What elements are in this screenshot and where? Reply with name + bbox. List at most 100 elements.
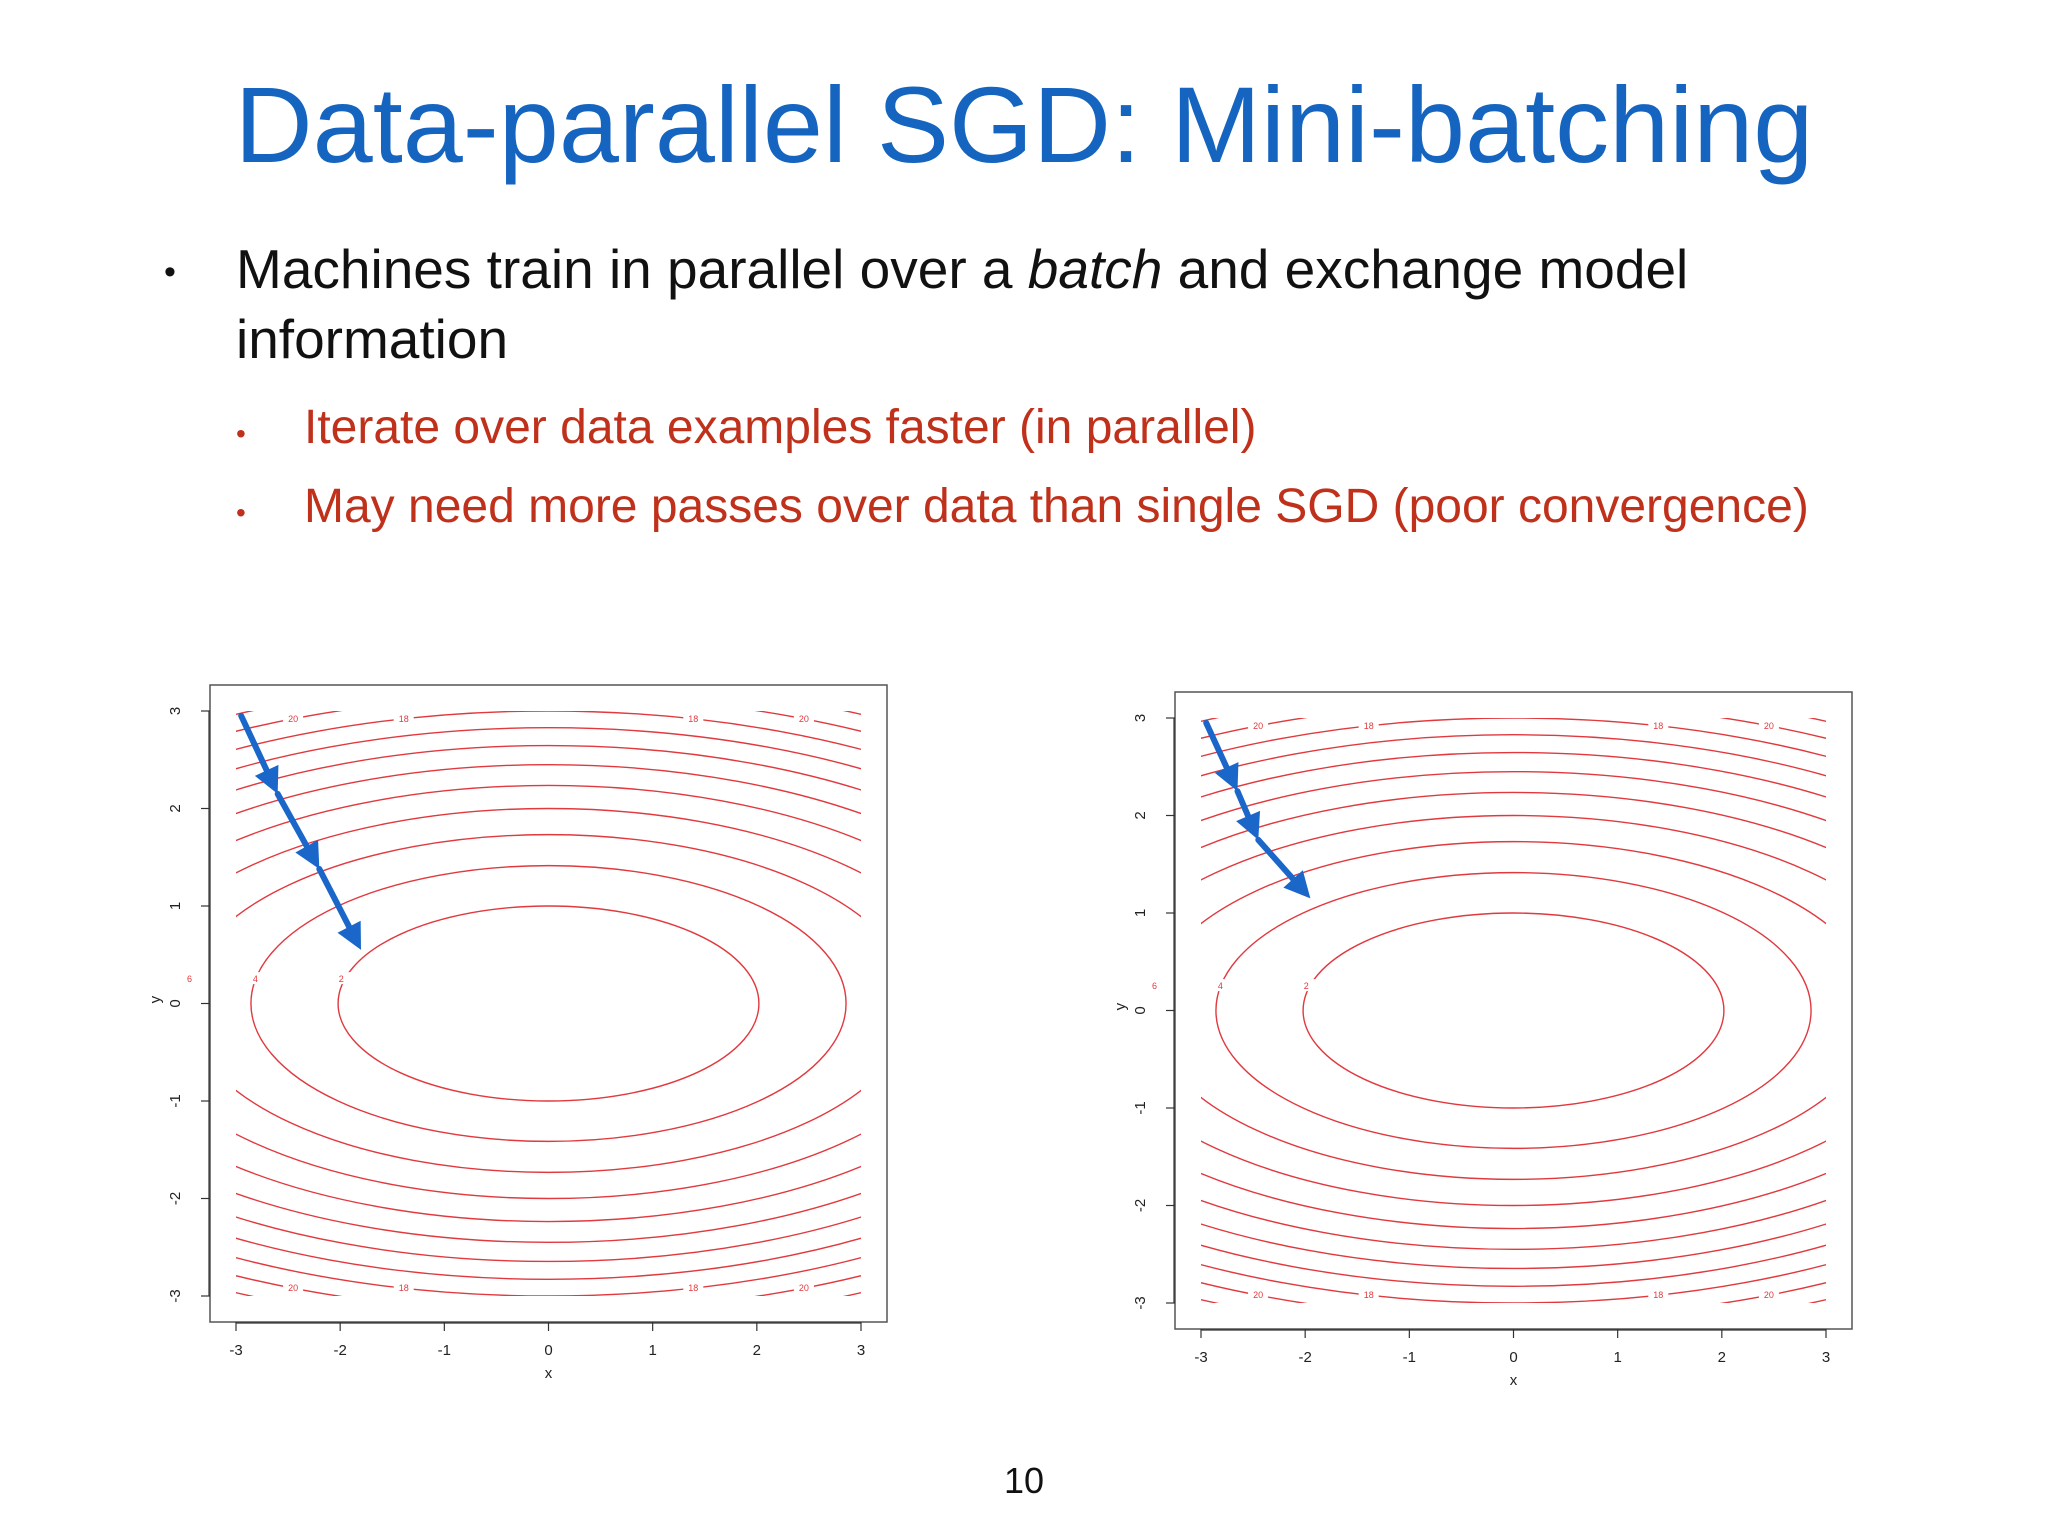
y-tick-label: -3 bbox=[1132, 1296, 1149, 1309]
contour-label: 20 bbox=[1253, 721, 1263, 731]
bullet-text-start: Machines train in parallel over a bbox=[236, 238, 1028, 300]
contour-group bbox=[140, 670, 920, 1341]
descent-step-line bbox=[1234, 788, 1252, 819]
contour-label-bg bbox=[1758, 718, 1779, 731]
x-tick-label: 2 bbox=[753, 1342, 761, 1359]
plot-frame bbox=[209, 684, 888, 1323]
contour-line bbox=[236, 833, 861, 1174]
y-tick-label: -3 bbox=[167, 1289, 184, 1302]
bullet-text-emphasis: batch bbox=[1027, 238, 1163, 300]
contour-label: 2 bbox=[1304, 981, 1309, 991]
descent-step-arrowhead bbox=[254, 764, 279, 794]
contour-label-bg bbox=[393, 711, 414, 724]
contour-line bbox=[1215, 871, 1812, 1150]
slide-title: Data-parallel SGD: Mini-batching bbox=[234, 64, 1814, 185]
x-tick-label: -3 bbox=[229, 1342, 242, 1359]
contour-label-bg bbox=[393, 1281, 414, 1294]
x-tick-label: 2 bbox=[1718, 1349, 1726, 1366]
contour-label-bg bbox=[793, 711, 814, 724]
descent-step-arrowhead bbox=[1283, 870, 1311, 899]
descent-step-arrowhead bbox=[1214, 762, 1239, 792]
x-tick-label: 1 bbox=[648, 1342, 656, 1359]
sub-bullet-marker: • bbox=[236, 497, 246, 528]
contour-label: 20 bbox=[799, 714, 809, 724]
y-tick-label: 3 bbox=[1132, 714, 1149, 722]
contour-line bbox=[1201, 791, 1826, 1230]
descent-step-line bbox=[1255, 836, 1297, 882]
contour-label-bg bbox=[1648, 1288, 1669, 1301]
contour-line bbox=[236, 764, 861, 1243]
y-tick-label: 1 bbox=[1132, 909, 1149, 917]
contour-label-bg bbox=[1358, 718, 1379, 731]
contour-label: 18 bbox=[1364, 721, 1374, 731]
contour-line bbox=[1201, 771, 1826, 1250]
contour-line bbox=[236, 711, 861, 1296]
contour-line bbox=[236, 807, 861, 1200]
plot-frame bbox=[1174, 691, 1853, 1330]
bullet-text-line2: information bbox=[236, 308, 509, 370]
contour-line bbox=[1201, 718, 1826, 1303]
contour-label: 2 bbox=[339, 974, 344, 984]
contour-label-group: 18181818202020202468 bbox=[1105, 718, 1779, 1301]
contour-label: 18 bbox=[688, 714, 698, 724]
contour-line bbox=[1201, 718, 1826, 1303]
contour-label: 20 bbox=[1253, 1290, 1263, 1300]
contour-label-bg bbox=[1248, 718, 1269, 731]
contour-label-bg bbox=[179, 972, 200, 985]
contour-label: 18 bbox=[1364, 1290, 1374, 1300]
x-tick-label: -3 bbox=[1194, 1349, 1207, 1366]
contour-label: 18 bbox=[1653, 721, 1663, 731]
contour-label-bg bbox=[1210, 979, 1231, 992]
contour-label-bg bbox=[1758, 1288, 1779, 1301]
y-tick-label: 0 bbox=[167, 999, 184, 1007]
contour-line bbox=[250, 864, 847, 1143]
contour-label: 18 bbox=[399, 1283, 409, 1293]
contour-label: 6 bbox=[187, 974, 192, 984]
descent-step-arrowhead bbox=[337, 920, 361, 950]
y-tick-label: 2 bbox=[1132, 811, 1149, 819]
contour-line bbox=[236, 727, 861, 1280]
x-axis-label: x bbox=[1510, 1372, 1518, 1389]
contour-label-bg bbox=[1358, 1288, 1379, 1301]
sub-bullet-item: May need more passes over data than sing… bbox=[304, 480, 1809, 533]
x-axis-label: x bbox=[545, 1365, 553, 1382]
contour-line bbox=[236, 711, 861, 1296]
y-axis-label: y bbox=[1112, 1002, 1129, 1010]
contour-label: 20 bbox=[288, 1283, 298, 1293]
descent-step-arrowhead bbox=[295, 839, 320, 869]
contour-label-bg bbox=[245, 972, 266, 985]
contour-label-bg bbox=[793, 1281, 814, 1294]
y-tick-label: -1 bbox=[1132, 1101, 1149, 1114]
contour-line bbox=[236, 784, 861, 1223]
contour-label-bg bbox=[1105, 979, 1109, 992]
contour-label-bg bbox=[1648, 718, 1669, 731]
contour-line bbox=[337, 905, 760, 1102]
x-tick-label: -2 bbox=[333, 1342, 346, 1359]
sub-bullet-item: Iterate over data examples faster (in pa… bbox=[304, 401, 1257, 454]
contour-line bbox=[140, 670, 920, 1341]
contour-label: 20 bbox=[1764, 1290, 1774, 1300]
descent-step-line bbox=[316, 865, 353, 930]
contour-group bbox=[1201, 718, 1826, 1303]
contour-label-group: 18181818202020202468 bbox=[140, 711, 814, 1294]
x-tick-label: -1 bbox=[438, 1342, 451, 1359]
contour-label: 6 bbox=[1152, 981, 1157, 991]
x-tick-label: 0 bbox=[544, 1342, 552, 1359]
y-axis-label: y bbox=[147, 995, 164, 1003]
x-tick-label: 1 bbox=[1613, 1349, 1621, 1366]
descent-step-line bbox=[1203, 719, 1230, 771]
x-tick-label: 0 bbox=[1509, 1349, 1517, 1366]
contour-label-bg bbox=[331, 972, 352, 985]
contour-label: 18 bbox=[399, 714, 409, 724]
x-tick-label: 3 bbox=[1822, 1349, 1830, 1366]
contour-label-bg bbox=[683, 1281, 704, 1294]
descent-step-arrowhead bbox=[1236, 810, 1261, 840]
contour-label: 18 bbox=[688, 1283, 698, 1293]
contour-line bbox=[236, 744, 861, 1263]
y-tick-label: 3 bbox=[167, 707, 184, 715]
y-tick-label: 1 bbox=[167, 902, 184, 910]
contour-label-bg bbox=[1144, 979, 1165, 992]
contour-label-bg bbox=[1296, 979, 1317, 992]
y-tick-label: -2 bbox=[1132, 1199, 1149, 1212]
bullet-item: Machines train in parallel over a batch … bbox=[236, 234, 1936, 374]
